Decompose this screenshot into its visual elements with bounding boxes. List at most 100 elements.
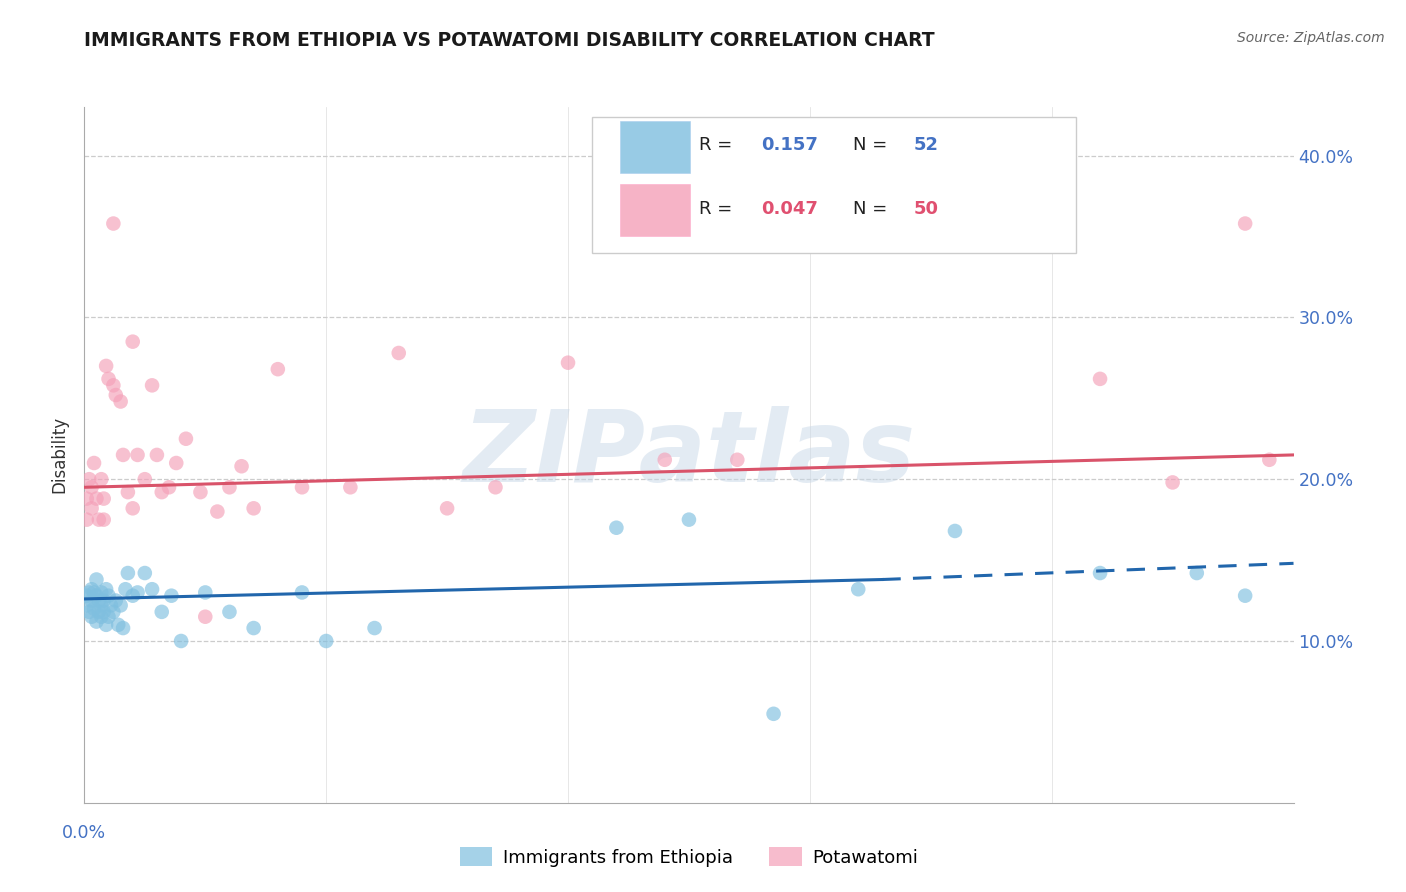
Point (678, 513, 700, 527)
Point (77, 605, 100, 619)
Point (218, 480, 240, 494)
Point (157, 480, 180, 494)
Point (388, 346, 411, 360)
Point (436, 501, 458, 516)
Point (121, 589, 143, 603)
Point (90, 599, 112, 613)
Point (174, 432, 197, 446)
Point (218, 605, 240, 619)
FancyBboxPatch shape (592, 118, 1076, 253)
Text: N =: N = (853, 201, 893, 219)
Point (1234, 589, 1257, 603)
Point (97, 609, 120, 624)
Point (134, 566, 156, 580)
Point (141, 582, 163, 597)
Point (77, 472, 100, 486)
Point (1258, 452, 1281, 467)
Point (110, 394, 132, 409)
FancyBboxPatch shape (620, 184, 690, 235)
Text: 0.157: 0.157 (762, 136, 818, 154)
Point (207, 504, 229, 518)
Point (107, 617, 129, 632)
Point (134, 472, 156, 486)
Point (117, 566, 139, 580)
Point (80, 593, 103, 607)
Point (339, 480, 361, 494)
Point (654, 452, 676, 467)
Point (103, 605, 125, 619)
Point (943, 524, 966, 538)
Point (83, 456, 105, 470)
Point (363, 621, 385, 635)
Point (94, 582, 117, 597)
Point (112, 621, 135, 635)
Point (112, 448, 135, 462)
Point (114, 582, 136, 597)
Text: 52: 52 (914, 136, 939, 154)
Text: R =: R = (699, 136, 738, 154)
Point (86, 589, 108, 603)
Point (267, 362, 290, 376)
Point (100, 599, 122, 613)
Point (90, 609, 112, 624)
Point (484, 480, 506, 494)
Point (76, 491, 98, 506)
Legend: Immigrants from Ethiopia, Potawatomi: Immigrants from Ethiopia, Potawatomi (453, 840, 925, 874)
Point (146, 448, 169, 462)
Text: N =: N = (853, 136, 893, 154)
Point (90, 585, 112, 599)
Point (86, 491, 108, 506)
Point (94, 617, 117, 632)
Point (127, 585, 149, 599)
Point (150, 605, 173, 619)
Point (90, 472, 112, 486)
Point (291, 480, 314, 494)
Text: Source: ZipAtlas.com: Source: ZipAtlas.com (1237, 31, 1385, 45)
Point (86, 573, 108, 587)
Point (762, 706, 785, 721)
Point (80, 582, 103, 597)
Point (165, 456, 187, 470)
Point (80, 480, 103, 494)
Point (160, 589, 183, 603)
Point (83, 585, 105, 599)
Point (103, 378, 125, 392)
FancyBboxPatch shape (620, 121, 690, 173)
Point (97, 589, 120, 603)
Point (86, 615, 108, 629)
Point (993, 210, 1015, 224)
Point (87, 593, 110, 607)
Point (117, 485, 139, 500)
Y-axis label: Disability: Disability (51, 417, 69, 493)
Text: 0.0%: 0.0% (62, 823, 107, 842)
Point (291, 585, 314, 599)
Point (104, 388, 127, 402)
Point (80, 501, 103, 516)
Point (1161, 475, 1184, 490)
Point (93, 605, 115, 619)
Point (1185, 566, 1208, 580)
Point (605, 521, 627, 535)
Point (121, 334, 143, 349)
Point (315, 634, 337, 648)
Point (1088, 566, 1111, 580)
Point (87, 605, 110, 619)
Point (725, 452, 748, 467)
Point (121, 501, 143, 516)
Point (93, 593, 115, 607)
Text: 50: 50 (914, 201, 939, 219)
Point (127, 448, 149, 462)
Point (76, 589, 98, 603)
Point (242, 621, 264, 635)
Point (1234, 217, 1257, 231)
Point (80, 609, 103, 624)
Point (242, 501, 264, 516)
Point (231, 459, 253, 474)
Point (93, 513, 115, 527)
Point (103, 217, 125, 231)
Point (77, 585, 100, 599)
Point (194, 609, 217, 624)
Text: IMMIGRANTS FROM ETHIOPIA VS POTAWATOMI DISABILITY CORRELATION CHART: IMMIGRANTS FROM ETHIOPIA VS POTAWATOMI D… (84, 31, 935, 50)
Text: ZIPatlas: ZIPatlas (463, 407, 915, 503)
Point (104, 593, 127, 607)
